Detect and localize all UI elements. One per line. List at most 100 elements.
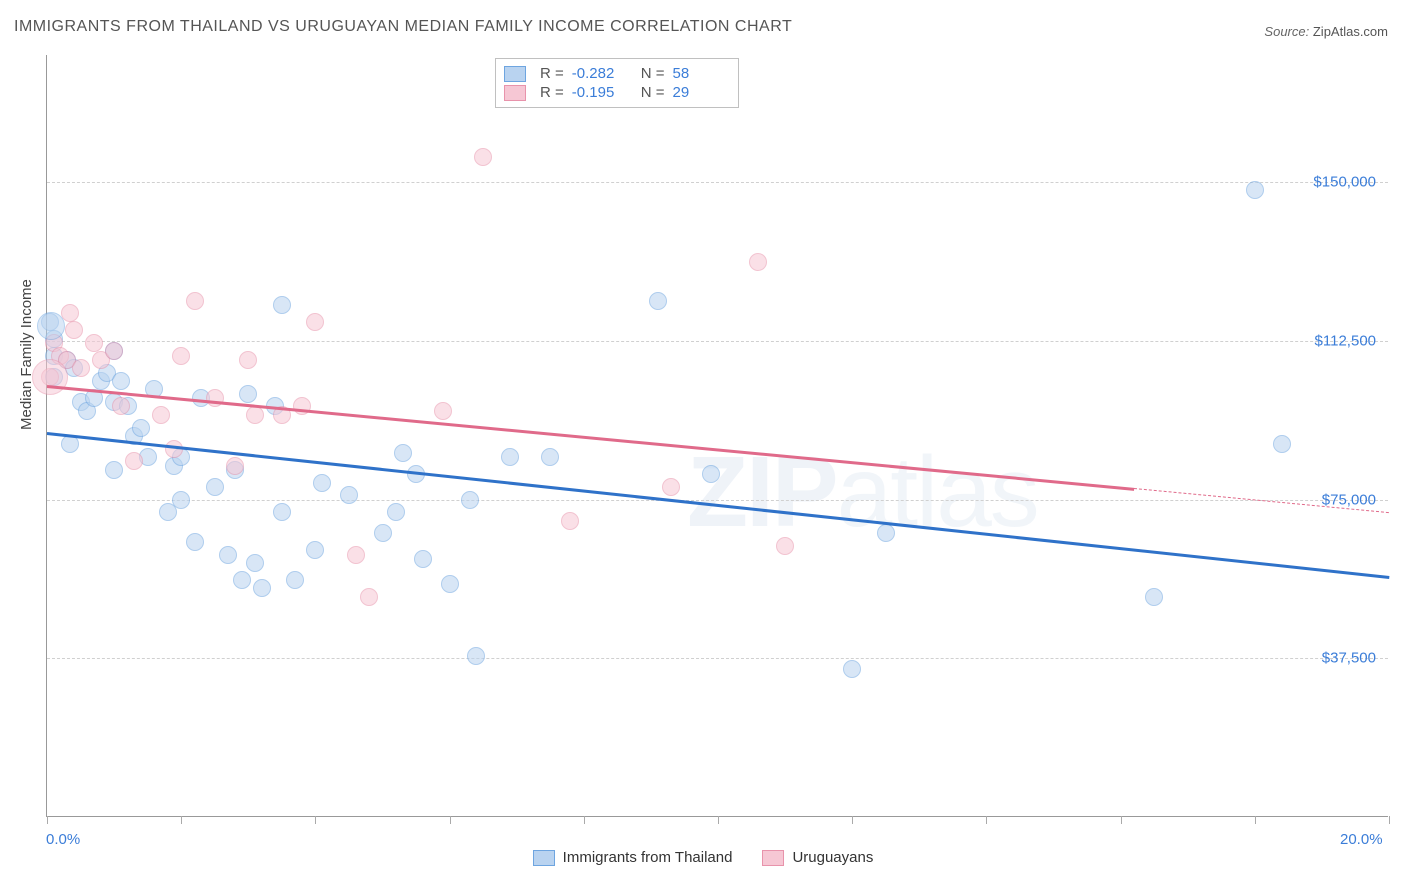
data-point: [206, 389, 224, 407]
data-point-large: [32, 359, 68, 395]
data-point: [105, 461, 123, 479]
data-point: [239, 385, 257, 403]
series-legend: Immigrants from Thailand Uruguayans: [0, 849, 1406, 866]
stat-r-label: R =: [540, 84, 564, 101]
x-tick: [47, 816, 48, 824]
legend-label: Uruguayans: [792, 849, 873, 866]
y-tick-label: $75,000: [1322, 491, 1376, 508]
data-point: [441, 575, 459, 593]
watermark-thin: atlas: [837, 436, 1038, 548]
data-point: [65, 321, 83, 339]
data-point: [186, 292, 204, 310]
data-point: [702, 465, 720, 483]
data-point: [394, 444, 412, 462]
x-tick: [1389, 816, 1390, 824]
y-tick-label: $150,000: [1313, 174, 1376, 191]
data-point: [206, 478, 224, 496]
data-point: [105, 342, 123, 360]
x-tick: [1121, 816, 1122, 824]
chart-title: IMMIGRANTS FROM THAILAND VS URUGUAYAN ME…: [14, 18, 792, 36]
legend-swatch: [533, 850, 555, 866]
x-tick: [315, 816, 316, 824]
data-point: [152, 406, 170, 424]
data-point: [1273, 435, 1291, 453]
data-point: [233, 571, 251, 589]
stat-n-label: N =: [641, 65, 665, 82]
data-point: [273, 503, 291, 521]
gridline: [47, 500, 1388, 501]
x-tick: [1255, 816, 1256, 824]
data-point: [501, 448, 519, 466]
legend-label: Immigrants from Thailand: [563, 849, 733, 866]
data-point: [434, 402, 452, 420]
data-point: [186, 533, 204, 551]
scatter-plot-area: ZIPatlas $37,500$75,000$112,500$150,000: [46, 55, 1388, 817]
source-label: Source:: [1264, 24, 1309, 39]
data-point: [387, 503, 405, 521]
source-value: ZipAtlas.com: [1313, 24, 1388, 39]
data-point: [374, 524, 392, 542]
trend-line: [47, 385, 1134, 490]
data-point: [1145, 588, 1163, 606]
x-tick: [181, 816, 182, 824]
stat-n-value: 29: [673, 84, 728, 101]
data-point: [132, 419, 150, 437]
x-tick: [584, 816, 585, 824]
stat-r-value: -0.282: [572, 65, 627, 82]
data-point: [877, 524, 895, 542]
legend-swatch: [504, 85, 526, 101]
gridline: [47, 341, 1388, 342]
data-point: [306, 541, 324, 559]
data-point: [467, 647, 485, 665]
data-point: [776, 537, 794, 555]
data-point: [649, 292, 667, 310]
data-point: [561, 512, 579, 530]
data-point: [474, 148, 492, 166]
x-range-label: 0.0%: [46, 831, 80, 848]
y-tick-label: $37,500: [1322, 650, 1376, 667]
data-point: [246, 554, 264, 572]
x-tick: [986, 816, 987, 824]
data-point: [1246, 181, 1264, 199]
data-point: [253, 579, 271, 597]
data-point: [749, 253, 767, 271]
legend-swatch: [762, 850, 784, 866]
data-point: [172, 347, 190, 365]
data-point: [843, 660, 861, 678]
data-point: [219, 546, 237, 564]
data-point: [72, 359, 90, 377]
x-tick: [450, 816, 451, 824]
legend-swatch: [504, 66, 526, 82]
data-point: [286, 571, 304, 589]
stat-r-value: -0.195: [572, 84, 627, 101]
data-point: [61, 435, 79, 453]
gridline: [47, 658, 1388, 659]
x-range-label: 20.0%: [1340, 831, 1383, 848]
data-point-large: [37, 312, 65, 340]
data-point: [347, 546, 365, 564]
data-point: [226, 457, 244, 475]
data-point: [541, 448, 559, 466]
x-tick: [852, 816, 853, 824]
correlation-legend: R = -0.282N = 58R = -0.195N = 29: [495, 58, 739, 108]
data-point: [246, 406, 264, 424]
data-point: [340, 486, 358, 504]
data-point: [125, 452, 143, 470]
legend-row: R = -0.282N = 58: [504, 65, 728, 82]
data-point: [662, 478, 680, 496]
data-point: [461, 491, 479, 509]
y-axis-title: Median Family Income: [18, 279, 35, 430]
data-point: [273, 296, 291, 314]
data-point: [306, 313, 324, 331]
data-point: [293, 397, 311, 415]
y-tick-label: $112,500: [1315, 332, 1376, 349]
data-point: [414, 550, 432, 568]
data-point: [61, 304, 79, 322]
legend-row: R = -0.195N = 29: [504, 84, 728, 101]
source-attribution: Source: ZipAtlas.com: [1264, 24, 1388, 39]
data-point: [112, 372, 130, 390]
data-point: [313, 474, 331, 492]
gridline: [47, 182, 1388, 183]
x-tick: [718, 816, 719, 824]
stat-r-label: R =: [540, 65, 564, 82]
